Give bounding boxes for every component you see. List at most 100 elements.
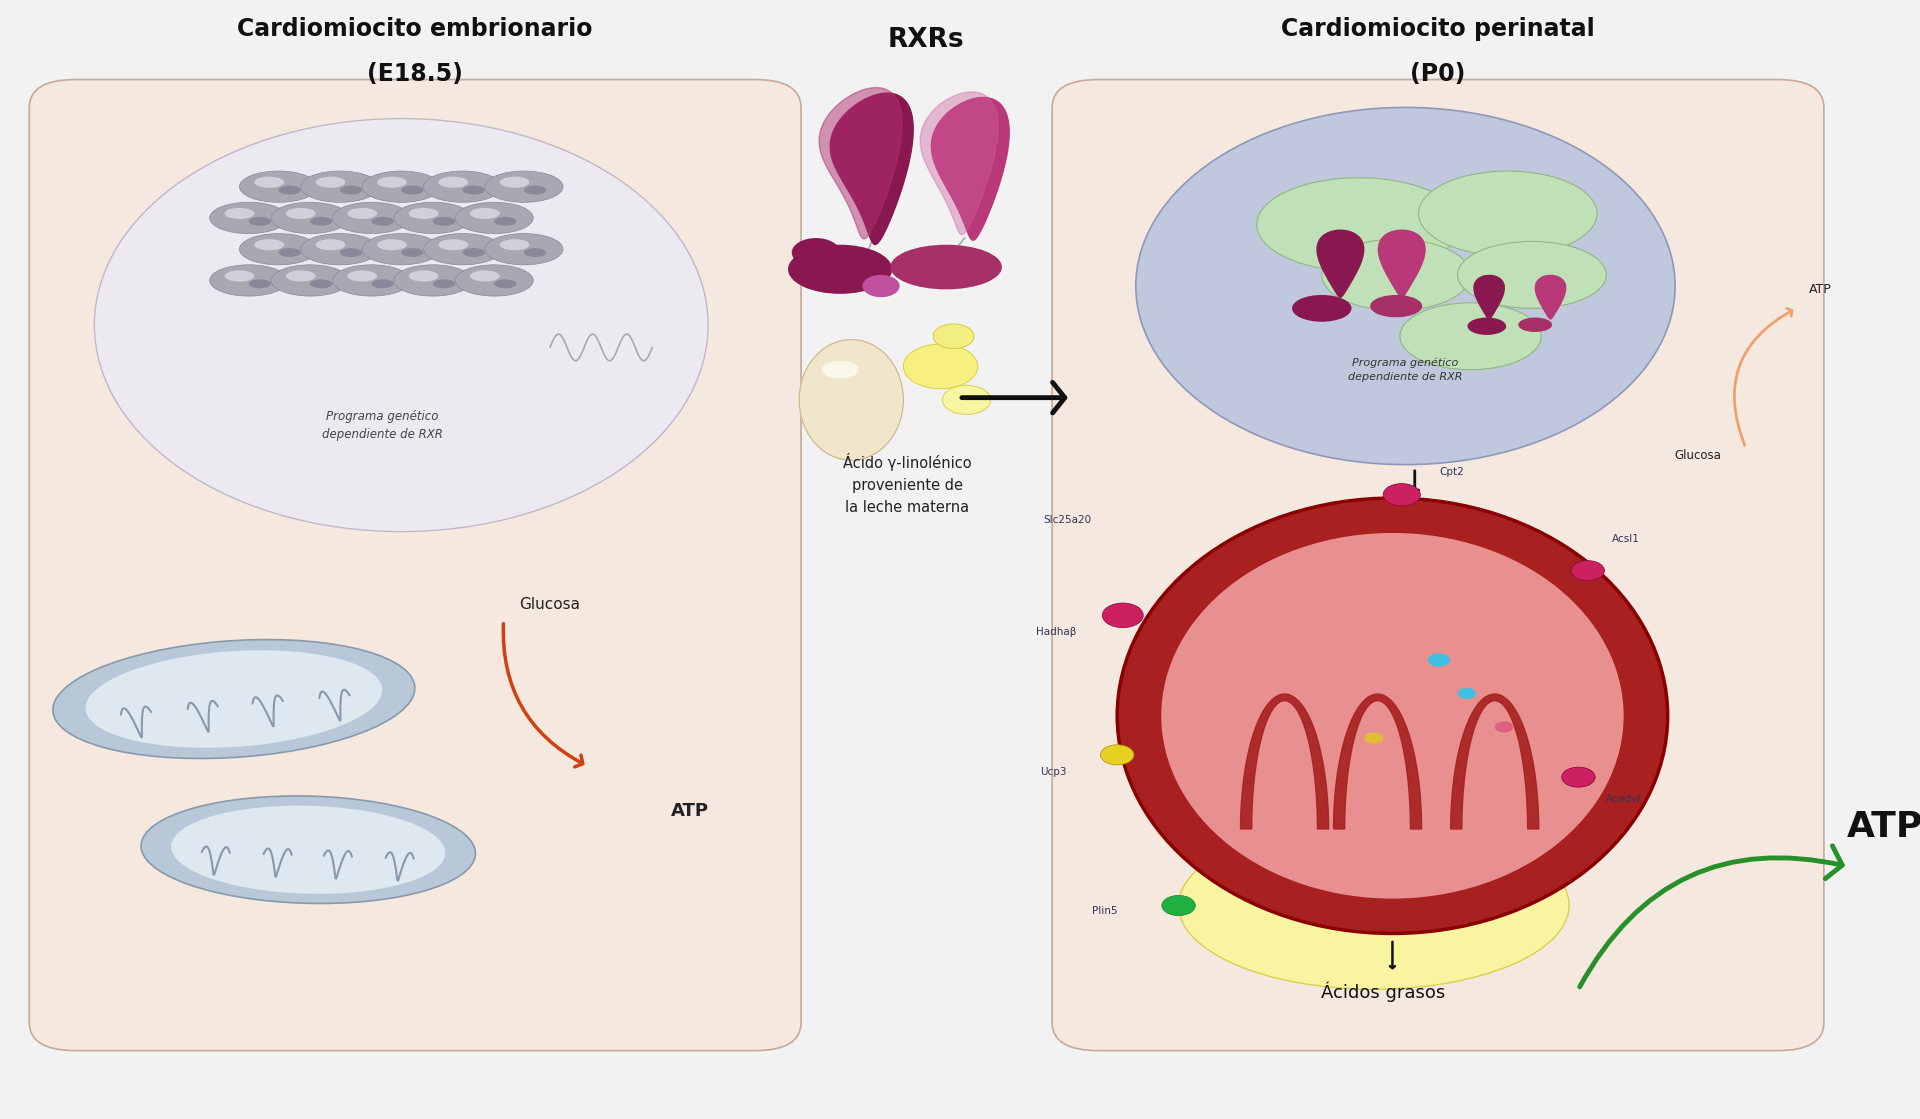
Ellipse shape bbox=[493, 280, 516, 289]
Circle shape bbox=[1496, 722, 1513, 733]
Ellipse shape bbox=[394, 203, 472, 234]
Ellipse shape bbox=[278, 186, 301, 195]
Ellipse shape bbox=[486, 234, 563, 265]
Circle shape bbox=[1365, 733, 1382, 744]
Ellipse shape bbox=[438, 239, 468, 251]
Ellipse shape bbox=[1162, 533, 1624, 899]
Ellipse shape bbox=[822, 360, 858, 378]
Ellipse shape bbox=[463, 186, 486, 195]
Ellipse shape bbox=[311, 280, 332, 289]
Polygon shape bbox=[1475, 275, 1503, 319]
Ellipse shape bbox=[250, 217, 271, 226]
FancyArrowPatch shape bbox=[1390, 942, 1396, 968]
FancyArrowPatch shape bbox=[1411, 471, 1419, 493]
Circle shape bbox=[1457, 688, 1476, 699]
Polygon shape bbox=[1317, 231, 1363, 298]
Circle shape bbox=[791, 238, 841, 267]
Ellipse shape bbox=[315, 239, 346, 251]
Ellipse shape bbox=[524, 186, 547, 195]
Ellipse shape bbox=[225, 271, 253, 282]
Text: ATP: ATP bbox=[1809, 283, 1832, 295]
Ellipse shape bbox=[499, 239, 530, 251]
Ellipse shape bbox=[1419, 171, 1597, 256]
FancyArrowPatch shape bbox=[1580, 846, 1843, 987]
Ellipse shape bbox=[253, 177, 284, 188]
Ellipse shape bbox=[348, 208, 376, 219]
Polygon shape bbox=[1379, 231, 1425, 298]
Ellipse shape bbox=[301, 171, 378, 203]
Ellipse shape bbox=[1292, 295, 1352, 322]
Ellipse shape bbox=[470, 271, 499, 282]
Ellipse shape bbox=[371, 217, 394, 226]
Ellipse shape bbox=[348, 271, 376, 282]
Ellipse shape bbox=[1117, 498, 1668, 933]
Polygon shape bbox=[1334, 694, 1421, 829]
Text: (P0): (P0) bbox=[1411, 62, 1465, 86]
Ellipse shape bbox=[209, 265, 288, 297]
FancyArrowPatch shape bbox=[503, 623, 584, 767]
Ellipse shape bbox=[250, 280, 271, 289]
Ellipse shape bbox=[424, 234, 501, 265]
Ellipse shape bbox=[1258, 178, 1461, 272]
Text: Glucosa: Glucosa bbox=[1674, 449, 1720, 462]
Polygon shape bbox=[1240, 694, 1329, 829]
Text: Cardiomiocito embrionario: Cardiomiocito embrionario bbox=[238, 17, 593, 41]
Ellipse shape bbox=[271, 265, 349, 297]
Ellipse shape bbox=[1400, 303, 1542, 369]
Circle shape bbox=[1428, 653, 1450, 667]
Text: Programa genético
dependiente de RXR: Programa genético dependiente de RXR bbox=[1348, 357, 1463, 382]
Ellipse shape bbox=[225, 208, 253, 219]
Ellipse shape bbox=[253, 239, 284, 251]
Polygon shape bbox=[829, 93, 914, 244]
Ellipse shape bbox=[363, 171, 440, 203]
Circle shape bbox=[1162, 895, 1196, 915]
Circle shape bbox=[1382, 483, 1421, 506]
Ellipse shape bbox=[463, 248, 486, 257]
Text: Programa genético
dependiente de RXR: Programa genético dependiente de RXR bbox=[323, 410, 444, 441]
Text: ATP: ATP bbox=[670, 801, 708, 819]
Polygon shape bbox=[799, 339, 902, 460]
Text: Ácidos grasos: Ácidos grasos bbox=[1321, 981, 1446, 1002]
Ellipse shape bbox=[371, 280, 394, 289]
Ellipse shape bbox=[455, 203, 534, 234]
Ellipse shape bbox=[1179, 821, 1569, 989]
Ellipse shape bbox=[332, 265, 411, 297]
Ellipse shape bbox=[340, 248, 363, 257]
Ellipse shape bbox=[1457, 242, 1607, 309]
Text: Slc25a20: Slc25a20 bbox=[1043, 516, 1091, 526]
Circle shape bbox=[1571, 561, 1605, 581]
Ellipse shape bbox=[94, 119, 708, 532]
Ellipse shape bbox=[1467, 318, 1505, 335]
Text: Plin5: Plin5 bbox=[1092, 906, 1117, 916]
Ellipse shape bbox=[401, 186, 424, 195]
Ellipse shape bbox=[409, 208, 438, 219]
Ellipse shape bbox=[301, 234, 378, 265]
Circle shape bbox=[933, 325, 973, 348]
Text: Cpt2: Cpt2 bbox=[1438, 468, 1463, 478]
Ellipse shape bbox=[332, 203, 411, 234]
FancyBboxPatch shape bbox=[1052, 79, 1824, 1051]
Ellipse shape bbox=[171, 806, 445, 894]
Ellipse shape bbox=[438, 177, 468, 188]
Ellipse shape bbox=[493, 217, 516, 226]
Ellipse shape bbox=[376, 239, 407, 251]
Text: Ácido γ-linolénico
proveniente de
la leche materna: Ácido γ-linolénico proveniente de la lec… bbox=[843, 453, 972, 515]
Ellipse shape bbox=[240, 234, 317, 265]
Ellipse shape bbox=[376, 177, 407, 188]
Circle shape bbox=[943, 385, 991, 414]
Polygon shape bbox=[920, 92, 998, 235]
Ellipse shape bbox=[240, 171, 317, 203]
Ellipse shape bbox=[315, 177, 346, 188]
Polygon shape bbox=[931, 97, 1010, 241]
Ellipse shape bbox=[363, 234, 440, 265]
Ellipse shape bbox=[278, 248, 301, 257]
Ellipse shape bbox=[524, 248, 547, 257]
Ellipse shape bbox=[1137, 107, 1674, 464]
Text: Ucp3: Ucp3 bbox=[1041, 767, 1068, 777]
Ellipse shape bbox=[432, 280, 455, 289]
Ellipse shape bbox=[787, 245, 893, 294]
Text: Hadhaβ: Hadhaβ bbox=[1037, 627, 1077, 637]
FancyBboxPatch shape bbox=[29, 79, 801, 1051]
Circle shape bbox=[1100, 745, 1135, 765]
Ellipse shape bbox=[1371, 295, 1423, 318]
